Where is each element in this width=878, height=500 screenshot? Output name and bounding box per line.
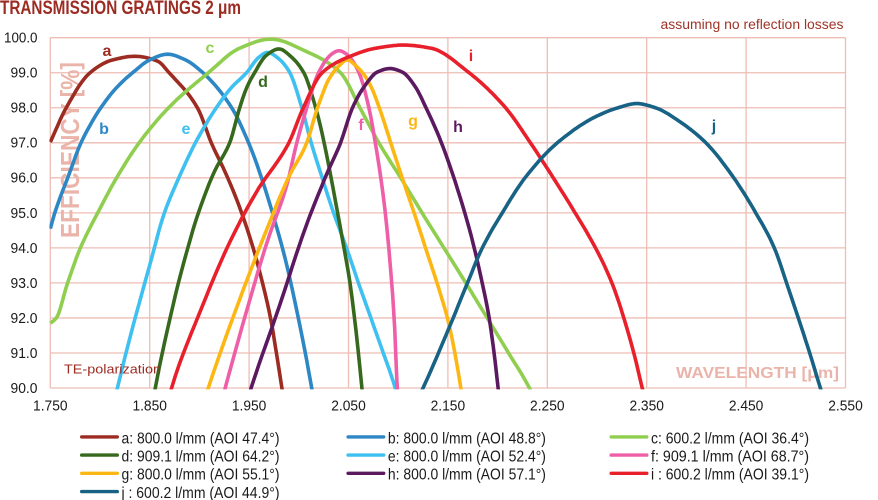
svg-text:99.0: 99.0 (11, 66, 38, 82)
svg-text:2.050: 2.050 (331, 399, 366, 415)
svg-text:1.750: 1.750 (33, 399, 68, 415)
svg-text:b: b (99, 121, 109, 138)
svg-text:b: 800.0 l/mm (AOI 48.8°): b: 800.0 l/mm (AOI 48.8°) (388, 430, 546, 447)
svg-text:j : 600.2 l/mm (AOI 44.9°): j : 600.2 l/mm (AOI 44.9°) (121, 485, 280, 500)
svg-text:94.0: 94.0 (11, 241, 38, 257)
svg-text:j: j (711, 118, 716, 135)
svg-text:d: d (258, 74, 268, 91)
svg-text:c: c (206, 40, 215, 57)
svg-text:1.850: 1.850 (132, 399, 167, 415)
svg-text:2.450: 2.450 (729, 399, 764, 415)
svg-text:g: g (408, 113, 418, 130)
svg-text:i : 600.2 l/mm (AOI 39.1°): i : 600.2 l/mm (AOI 39.1°) (651, 467, 809, 484)
svg-text:92.0: 92.0 (11, 311, 38, 327)
svg-text:90.0: 90.0 (11, 381, 38, 397)
svg-text:TE-polarization: TE-polarization (64, 361, 161, 376)
svg-text:96.0: 96.0 (11, 171, 38, 187)
svg-text:i: i (469, 48, 473, 65)
svg-text:a: a (103, 43, 112, 60)
svg-text:h: h (453, 119, 463, 136)
svg-text:f: f (358, 117, 364, 134)
svg-text:TRANSMISSION GRATINGS 2 μm: TRANSMISSION GRATINGS 2 μm (0, 0, 241, 19)
svg-text:h: 800.0 l/mm (AOI 57.1°): h: 800.0 l/mm (AOI 57.1°) (388, 467, 546, 484)
svg-text:2.150: 2.150 (431, 399, 466, 415)
svg-text:95.0: 95.0 (11, 206, 38, 222)
svg-text:assuming no reflection losses: assuming no reflection losses (661, 17, 844, 32)
svg-text:f: 909.1 l/mm (AOI 68.7°): f: 909.1 l/mm (AOI 68.7°) (651, 449, 809, 466)
svg-text:91.0: 91.0 (11, 346, 38, 362)
svg-text:2.350: 2.350 (629, 399, 664, 415)
svg-text:93.0: 93.0 (11, 276, 38, 292)
svg-text:1.950: 1.950 (232, 399, 267, 415)
svg-text:100.0: 100.0 (4, 31, 38, 47)
svg-text:WAVELENGTH [μm]: WAVELENGTH [μm] (676, 365, 839, 382)
svg-text:d: 909.1 l/mm (AOI 64.2°): d: 909.1 l/mm (AOI 64.2°) (122, 449, 280, 466)
svg-text:98.0: 98.0 (11, 101, 38, 117)
svg-text:97.0: 97.0 (11, 136, 38, 152)
svg-text:e: 800.0 l/mm (AOI 52.4°): e: 800.0 l/mm (AOI 52.4°) (388, 449, 546, 466)
svg-text:e: e (182, 121, 191, 138)
svg-text:2.550: 2.550 (828, 399, 863, 415)
svg-text:2.250: 2.250 (530, 399, 565, 415)
svg-text:EFFICIENCY [%]: EFFICIENCY [%] (55, 62, 85, 238)
svg-text:g: 800.0 l/mm (AOI 55.1°): g: 800.0 l/mm (AOI 55.1°) (122, 467, 280, 484)
svg-text:a: 800.0 l/mm (AOI 47.4°): a: 800.0 l/mm (AOI 47.4°) (122, 430, 280, 447)
svg-text:c: 600.2 l/mm (AOI 36.4°): c: 600.2 l/mm (AOI 36.4°) (651, 430, 809, 447)
